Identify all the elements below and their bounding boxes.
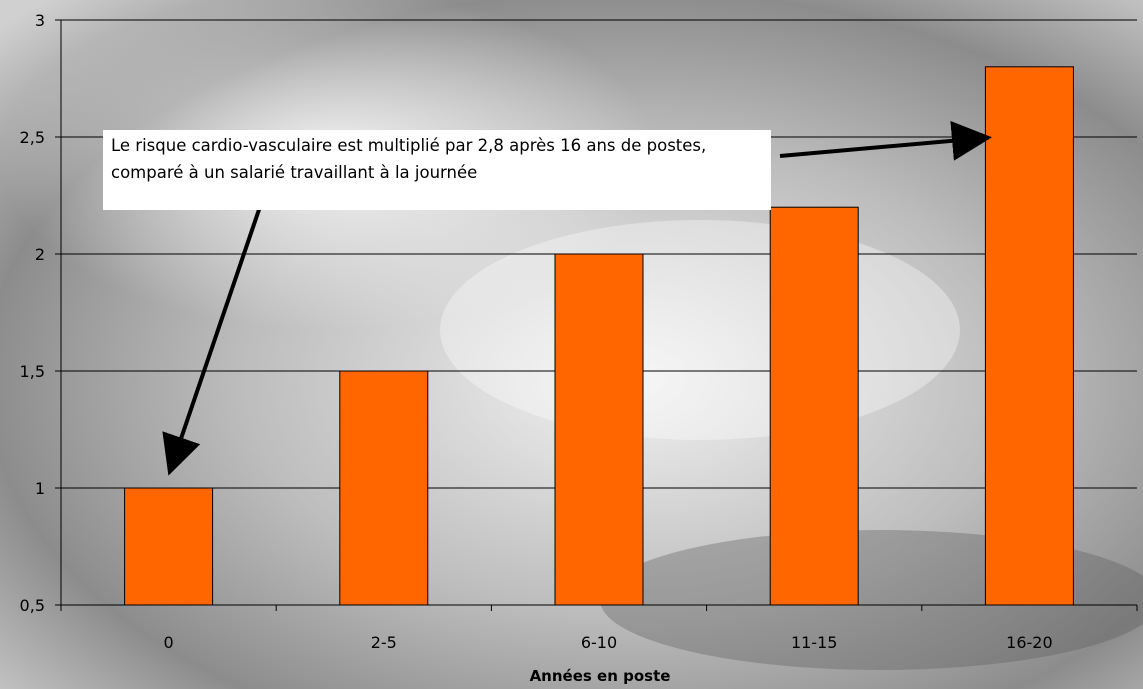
- y-tick-label: 0,5: [20, 596, 45, 615]
- bar: [984, 66, 1074, 606]
- bar: [769, 206, 859, 606]
- y-tick-label: 2,5: [20, 128, 45, 147]
- y-tick-label: 1: [35, 479, 45, 498]
- x-tick-label: 6-10: [581, 633, 617, 652]
- background-highlight: [440, 220, 960, 440]
- x-axis-title: Années en poste: [530, 667, 671, 685]
- arrow-to-last-bar: [779, 120, 992, 161]
- bar: [124, 487, 214, 606]
- x-tick-label: 0: [164, 633, 174, 652]
- arrow-to-first-bar: [162, 191, 267, 476]
- axes: [55, 19, 1138, 611]
- y-tick-label: 1,5: [20, 362, 45, 381]
- y-tick-label: 2: [35, 245, 45, 264]
- bar: [554, 253, 644, 606]
- tick-labels: 0,5 1 1,5 2 2,5 3 0 2-5 6-10 11-15 16-20: [20, 11, 1053, 652]
- x-tick-label: 11-15: [791, 633, 838, 652]
- bars: [124, 66, 1074, 606]
- annotation-text: Le risque cardio-vasculaire est multipli…: [111, 136, 707, 182]
- annotation-box: [103, 130, 771, 210]
- x-tick-label: 16-20: [1006, 633, 1053, 652]
- x-tick-label: 2-5: [371, 633, 397, 652]
- y-tick-label: 3: [35, 11, 45, 30]
- bar: [339, 370, 429, 606]
